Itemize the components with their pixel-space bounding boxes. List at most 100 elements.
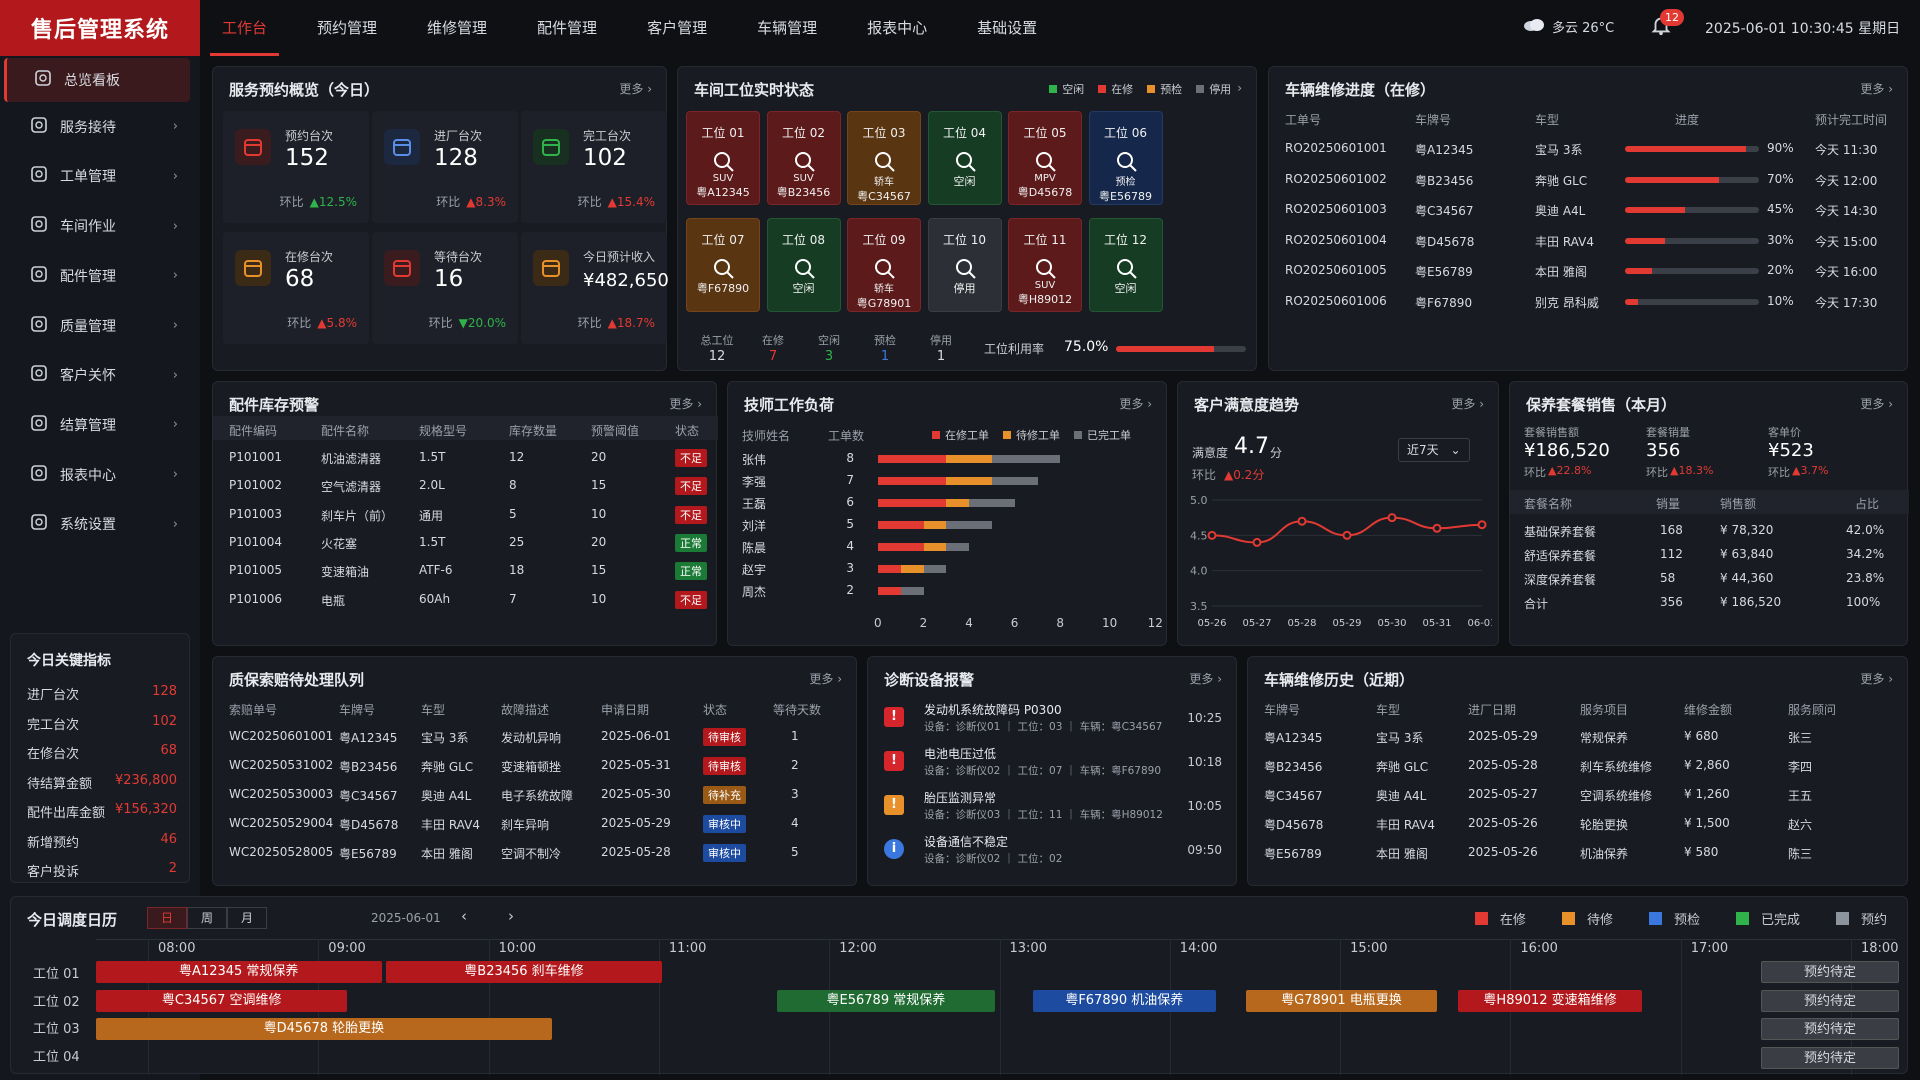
- stacked-bar: [878, 499, 1015, 507]
- workstation-tile[interactable]: 工位 02 SUV 粤B23456: [766, 111, 841, 205]
- pending-slot[interactable]: 预约待定: [1761, 1018, 1899, 1040]
- sidebar-item[interactable]: 配件管理 ›: [0, 253, 200, 299]
- clock-icon: [235, 250, 271, 286]
- parts-inventory-panel: 配件库存预警 更多 › 配件编码 配件名称 规格型号 库存数量 预警阈值 状态 P10100…: [212, 381, 718, 646]
- summary-label: 总工位: [700, 334, 734, 347]
- view-tab[interactable]: 周: [187, 907, 227, 929]
- nav-item[interactable]: 工作台: [209, 0, 280, 56]
- nav-item[interactable]: 基础设置: [977, 19, 1038, 37]
- table-cell: ATF-6: [419, 563, 453, 578]
- table-header: 索赔单号: [229, 703, 278, 717]
- nav-item[interactable]: 预约管理: [317, 19, 378, 37]
- table-cell: 粤E56789: [1264, 847, 1322, 861]
- more-link[interactable]: 更多 ›: [1119, 397, 1152, 411]
- chevron-left-icon[interactable]: ‹: [461, 907, 467, 925]
- workstation-tile[interactable]: 工位 03 轿车 粤C34567: [847, 111, 921, 205]
- data-point: [1387, 513, 1397, 523]
- workstation-tile[interactable]: 工位 01 SUV 粤A12345: [686, 111, 760, 205]
- settings-icon: [30, 513, 60, 535]
- grid-line: [488, 939, 490, 1075]
- progress-fill: [1625, 298, 1639, 305]
- table-cell: ¥ 580: [1684, 845, 1719, 859]
- table-header: 车型: [1376, 703, 1401, 717]
- workstation-tile[interactable]: 工位 06 预检 粤E56789: [1088, 111, 1163, 205]
- view-tab[interactable]: 日: [147, 907, 187, 929]
- table-cell: 本田 雅阁: [1535, 265, 1587, 279]
- nav-item[interactable]: 维修管理: [427, 19, 488, 37]
- workstation-tile[interactable]: 工位 08 空闲: [766, 218, 841, 312]
- schedule-bar[interactable]: 粤G78901 电瓶更换: [1245, 989, 1438, 1012]
- schedule-bar[interactable]: 粤F67890 机油保养: [1032, 989, 1216, 1012]
- workstation-tile[interactable]: 工位 04 空闲: [927, 111, 1002, 205]
- alarm-detail: 设备：诊断仪01 ｜ 工位：03 ｜ 车辆：粤C34567: [924, 721, 1163, 733]
- table-cell: 火花塞: [321, 536, 358, 551]
- nav-item[interactable]: 配件管理: [537, 19, 598, 37]
- more-link[interactable]: 更多 ›: [1860, 82, 1893, 96]
- legend-swatch: [932, 431, 940, 439]
- table-cell: 奔驰 GLC: [421, 760, 474, 774]
- x-tick: 0: [874, 616, 882, 630]
- trend-label: 环比: [1192, 468, 1217, 482]
- pending-slot[interactable]: 预约待定: [1761, 989, 1899, 1012]
- schedule-bar[interactable]: 粤H89012 变速箱维修: [1458, 989, 1642, 1012]
- range-select[interactable]: 近7天 ⌄: [1398, 438, 1470, 462]
- more-link[interactable]: ›: [1237, 81, 1242, 95]
- table-cell: 电子系统故障: [501, 789, 574, 803]
- table-cell: 1: [791, 729, 799, 743]
- nav-item[interactable]: 车辆管理: [757, 19, 818, 37]
- chevron-right-icon[interactable]: ›: [508, 907, 514, 925]
- workstation-tile[interactable]: 工位 07 粤F67890: [686, 218, 760, 312]
- hour-label: 10:00: [498, 941, 537, 956]
- eta-cell: 今天 16:00: [1815, 265, 1878, 279]
- sidebar-item[interactable]: 质量管理 ›: [0, 303, 200, 349]
- nav-item[interactable]: 客户管理: [647, 19, 708, 37]
- station-name: 工位 09: [862, 233, 906, 247]
- more-link[interactable]: 更多 ›: [619, 82, 652, 96]
- workstation-tile[interactable]: 工位 11 SUV 粤H89012: [1008, 218, 1082, 312]
- table-cell: 粤A12345: [1264, 731, 1323, 745]
- bar-segment: [878, 565, 901, 573]
- schedule-bar[interactable]: 粤C34567 空调维修: [96, 989, 348, 1012]
- pending-slot[interactable]: 预约待定: [1761, 1046, 1899, 1069]
- y-tick: 3.5: [1190, 600, 1208, 613]
- bar-segment: [900, 587, 924, 595]
- more-link[interactable]: 更多 ›: [1189, 672, 1222, 686]
- schedule-bar[interactable]: 粤D45678 轮胎更换: [96, 1018, 552, 1040]
- sidebar-item[interactable]: 服务接待 ›: [0, 104, 200, 150]
- legend-label: 在修: [1499, 913, 1526, 928]
- bar-segment: [991, 455, 1061, 463]
- workstation-tile[interactable]: 工位 10 停用: [927, 218, 1002, 312]
- more-link[interactable]: 更多 ›: [1451, 397, 1484, 411]
- table-cell: 3: [791, 787, 799, 801]
- pending-slot[interactable]: 预约待定: [1761, 961, 1899, 983]
- more-link[interactable]: 更多 ›: [669, 397, 702, 411]
- more-link[interactable]: 更多 ›: [1860, 672, 1893, 686]
- schedule-bar[interactable]: 粤A12345 常规保养: [96, 961, 382, 983]
- sidebar-item[interactable]: 工单管理 ›: [0, 153, 200, 199]
- sidebar-item[interactable]: 客户关怀 ›: [0, 352, 200, 398]
- table-cell: RO20250601002: [1285, 171, 1387, 186]
- legend-item: 在修: [1098, 81, 1133, 97]
- workstation-tile[interactable]: 工位 09 轿车 粤G78901: [847, 218, 921, 312]
- table-cell: 粤D45678: [1415, 234, 1475, 249]
- summary-value: 3: [824, 349, 834, 364]
- stat-value: 152: [285, 145, 329, 171]
- schedule-bar[interactable]: 粤E56789 常规保养: [777, 989, 995, 1012]
- view-tab[interactable]: 月: [227, 907, 267, 929]
- sidebar-item[interactable]: 报表中心 ›: [0, 452, 200, 498]
- sidebar-item-label: 车间作业: [60, 219, 116, 236]
- nav-item[interactable]: 报表中心: [867, 19, 928, 37]
- eta-cell: 今天 11:30: [1815, 143, 1878, 157]
- more-link[interactable]: 更多 ›: [1860, 397, 1893, 411]
- x-tick: 06-01: [1467, 618, 1492, 629]
- sidebar-item[interactable]: 总览看板: [4, 58, 190, 102]
- more-link[interactable]: 更多 ›: [809, 672, 842, 686]
- sidebar-item[interactable]: 车间作业 ›: [0, 203, 200, 249]
- schedule-bar[interactable]: 粤B23456 刹车维修: [385, 961, 663, 983]
- workstation-tile[interactable]: 工位 12 空闲: [1088, 218, 1163, 312]
- sidebar-item[interactable]: 系统设置 ›: [0, 501, 200, 547]
- sidebar-item[interactable]: 结算管理 ›: [0, 402, 200, 448]
- legend-item: 待修: [1561, 909, 1613, 928]
- workstation-tile[interactable]: 工位 05 MPV 粤D45678: [1008, 111, 1082, 205]
- work-order-icon: [30, 165, 60, 187]
